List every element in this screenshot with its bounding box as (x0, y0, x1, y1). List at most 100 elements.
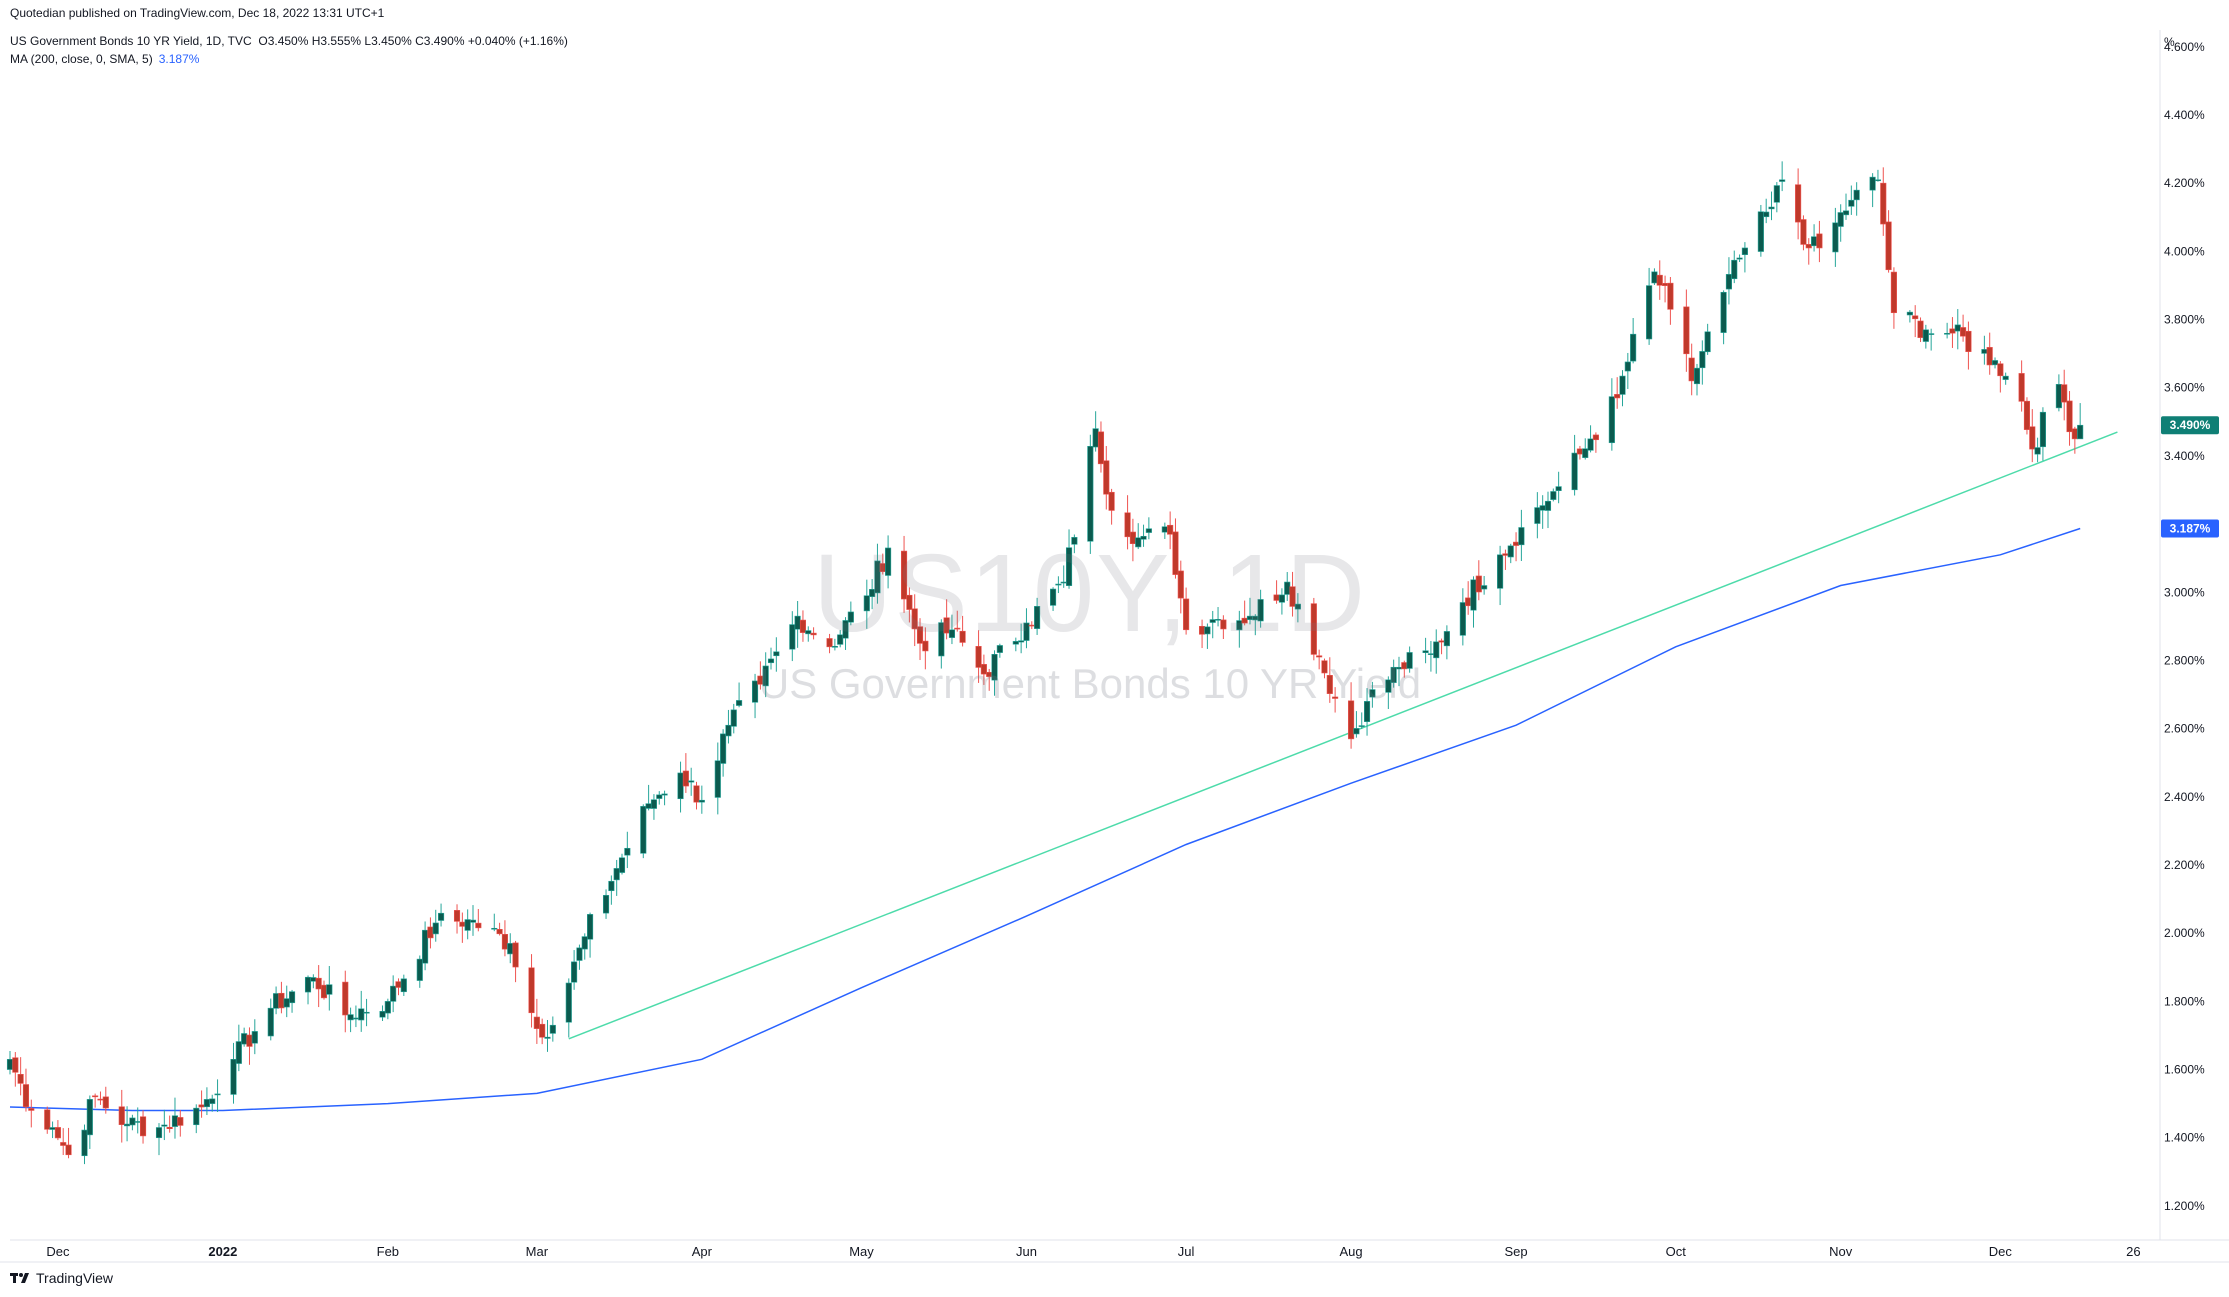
candle (438, 903, 445, 927)
candle (491, 913, 498, 932)
candle-body (1369, 689, 1376, 698)
candle (475, 909, 482, 932)
y-unit-label: % (2164, 35, 2175, 49)
candle-body (193, 1107, 200, 1126)
candle-body (81, 1129, 88, 1157)
candle (943, 599, 950, 640)
candle-body (2002, 375, 2009, 380)
candle-body (246, 1034, 253, 1047)
candle-body (810, 632, 817, 636)
candle-body (1869, 176, 1876, 191)
candle-body (736, 700, 743, 706)
candle (1443, 625, 1450, 660)
candle (1497, 545, 1504, 606)
candle (1816, 220, 1823, 263)
candle (901, 535, 908, 613)
candle-body (97, 1098, 104, 1101)
candle-body (390, 985, 397, 1002)
candle-body (650, 799, 657, 809)
candle-body (177, 1117, 184, 1126)
time-axis[interactable]: Dec 2022 Feb Mar Apr May Jun Jul Aug Sep Oct Nov Dec… (46, 1244, 2140, 1259)
candle-body (1289, 586, 1296, 607)
candle-body (1050, 588, 1057, 606)
candle-body (938, 622, 945, 657)
candle (565, 978, 572, 1038)
y-tick-label: 3.600% (2164, 381, 2205, 395)
candle (1614, 377, 1621, 409)
candle-body (730, 709, 737, 727)
candle (1140, 524, 1147, 547)
candle-body (1853, 189, 1860, 201)
candle (1550, 488, 1557, 502)
candle (1518, 509, 1525, 562)
candle-body (203, 1099, 210, 1108)
candle (1433, 629, 1440, 674)
candle-body (581, 936, 588, 950)
candle-body (805, 630, 812, 635)
candle (533, 998, 540, 1044)
candle (1997, 361, 2004, 393)
candle-body (1406, 652, 1413, 669)
candle (17, 1057, 24, 1096)
candle (1991, 357, 1999, 369)
candle-body (906, 594, 913, 610)
candle (1470, 576, 1477, 628)
candle (618, 853, 626, 875)
candle-body (837, 634, 844, 645)
candle (155, 1123, 163, 1156)
candle (2061, 369, 2068, 421)
candle-body (624, 847, 631, 856)
candle-body (831, 646, 838, 648)
candle-body (358, 1008, 365, 1021)
candle (1741, 242, 1748, 273)
candle-body (86, 1099, 93, 1136)
candle (209, 1094, 216, 1112)
candle-body (453, 910, 461, 922)
candle-body (1720, 291, 1727, 333)
candle-body (996, 645, 1003, 653)
candle (762, 652, 769, 698)
candle (2066, 391, 2073, 446)
candle (954, 610, 961, 632)
candle-body (1481, 585, 1488, 590)
candle-body (1390, 666, 1397, 683)
candle (2018, 360, 2025, 412)
candle (1571, 434, 1578, 496)
candle-body (656, 794, 663, 799)
price-axis[interactable]: 4.600% 4.400% 4.200% 4.000% 3.800% 3.600% 3.40… (2164, 35, 2205, 1213)
candle (805, 626, 812, 642)
candle-body (916, 626, 924, 644)
candle-body (1592, 434, 1599, 441)
candle (44, 1106, 51, 1134)
candle-body (1667, 282, 1674, 310)
candle-body (155, 1127, 163, 1139)
candle (1795, 168, 1802, 240)
candle-body (1816, 233, 1823, 249)
candle (1135, 523, 1142, 550)
candle (1183, 587, 1190, 635)
candle (304, 975, 312, 1005)
candle-body (1177, 570, 1184, 599)
candle (1731, 250, 1738, 284)
candle-body (1880, 182, 1887, 225)
legend-ma: MA (200, close, 0, SMA, 5) 3.187% (10, 52, 199, 66)
candle-body (911, 608, 918, 630)
candle-body (1385, 679, 1392, 693)
candle (1236, 610, 1243, 648)
candle-body (171, 1115, 179, 1127)
candle-body (139, 1116, 147, 1137)
candle-body (347, 1014, 354, 1021)
x-tick-label: 26 (2126, 1244, 2140, 1259)
candle (1422, 637, 1429, 664)
candle-body (278, 992, 285, 1009)
tradingview-logo[interactable]: TradingView (10, 1270, 113, 1286)
candle-body (283, 998, 290, 1008)
candle-body (1507, 545, 1514, 558)
candle (1683, 289, 1690, 372)
candle-body (751, 680, 759, 703)
candle (1912, 305, 1919, 338)
candle-body (267, 1007, 274, 1037)
candle (102, 1086, 109, 1114)
candle-body (2061, 384, 2068, 403)
